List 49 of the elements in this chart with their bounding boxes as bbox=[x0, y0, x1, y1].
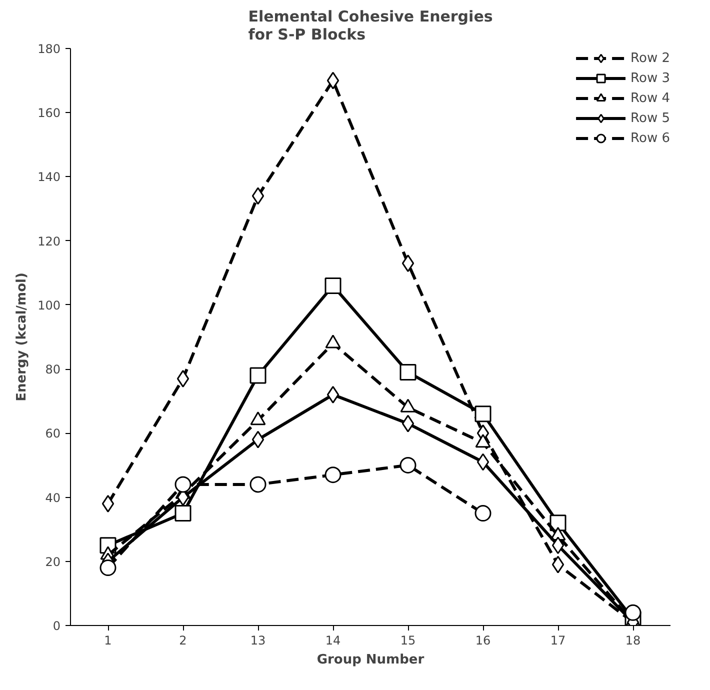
legend-label: Row 6 bbox=[630, 130, 670, 146]
point bbox=[100, 560, 116, 576]
point bbox=[624, 604, 642, 621]
point bbox=[474, 505, 492, 522]
x-tick-label: 18 bbox=[625, 634, 641, 648]
y-tick-label: 100 bbox=[38, 298, 60, 312]
point bbox=[400, 456, 416, 474]
point bbox=[326, 72, 340, 90]
y-tick-label: 0 bbox=[52, 619, 61, 633]
x-tick-label: 16 bbox=[475, 634, 491, 648]
legend-label: Row 3 bbox=[630, 70, 670, 86]
x-tick-label: 1 bbox=[104, 634, 112, 648]
x-tick-label: 13 bbox=[250, 634, 266, 648]
point bbox=[250, 476, 266, 493]
legend-label: Row 5 bbox=[630, 110, 670, 126]
point bbox=[324, 277, 342, 294]
legend-label: Row 2 bbox=[630, 50, 670, 66]
y-tick-label: 40 bbox=[45, 490, 61, 505]
y-tick-label: 180 bbox=[38, 42, 60, 56]
y-tick-label: 20 bbox=[45, 554, 61, 569]
point bbox=[174, 476, 192, 493]
y-tick-label: 160 bbox=[38, 106, 60, 120]
point bbox=[552, 556, 564, 574]
y-tick-label: 140 bbox=[38, 170, 60, 184]
x-tick-label: 17 bbox=[550, 634, 566, 648]
y-tick-label: 120 bbox=[38, 234, 60, 248]
point bbox=[402, 414, 414, 432]
point bbox=[176, 370, 190, 388]
point bbox=[252, 187, 264, 205]
legend-label: Row 4 bbox=[630, 90, 670, 106]
x-tick-label: 2 bbox=[179, 634, 187, 648]
point bbox=[326, 386, 340, 404]
point bbox=[250, 367, 266, 384]
point bbox=[474, 406, 492, 422]
point bbox=[400, 364, 416, 381]
y-axis-title: Energy (kcal/mol) bbox=[14, 272, 30, 402]
y-tick-label: 80 bbox=[45, 362, 61, 377]
point bbox=[476, 453, 490, 471]
x-tick-label: 15 bbox=[400, 634, 416, 648]
point bbox=[102, 494, 114, 512]
point bbox=[252, 430, 264, 448]
point bbox=[174, 505, 192, 522]
point bbox=[324, 466, 342, 484]
point bbox=[402, 254, 414, 272]
y-tick-label: 60 bbox=[45, 426, 61, 441]
chart-title: Elemental Cohesive Energies for S-P Blocks bbox=[248, 8, 493, 44]
x-axis-title: Group Number bbox=[316, 652, 425, 668]
x-tick-label: 14 bbox=[325, 634, 341, 648]
point bbox=[552, 536, 564, 554]
